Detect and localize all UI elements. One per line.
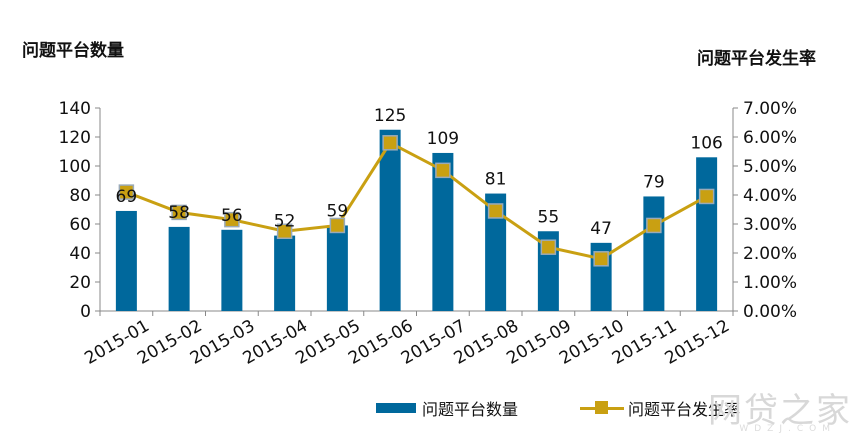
rate-marker bbox=[224, 211, 240, 228]
bar-value-label: 59 bbox=[327, 201, 349, 221]
bar bbox=[115, 210, 137, 311]
watermark-url: WDZJ.COM bbox=[739, 424, 836, 434]
bar-value-label: 106 bbox=[690, 133, 722, 153]
bar bbox=[643, 196, 665, 311]
legend-label-count: 问题平台数量 bbox=[422, 400, 519, 419]
rate-marker bbox=[540, 239, 557, 255]
watermark-logo: 网贷之家 bbox=[708, 391, 852, 431]
left-tick-label: 120 bbox=[59, 128, 91, 148]
bar-value-label: 69 bbox=[116, 187, 138, 207]
rate-line bbox=[125, 140, 708, 261]
bar bbox=[168, 226, 190, 311]
bar-value-label: 125 bbox=[374, 106, 406, 126]
right-axis-title: 问题平台发生率 bbox=[697, 49, 816, 69]
legend-item-rate: 问题平台发生率 bbox=[580, 396, 740, 420]
legend-bar-swatch bbox=[376, 403, 416, 413]
bar-value-label: 81 bbox=[485, 170, 507, 190]
bar-value-label: 52 bbox=[274, 212, 296, 232]
left-tick-label: 80 bbox=[69, 186, 91, 206]
bar bbox=[326, 225, 348, 311]
left-tick-label: 140 bbox=[59, 99, 91, 119]
left-tick-label: 60 bbox=[69, 215, 91, 235]
right-tick-label: 2.00% bbox=[743, 244, 797, 264]
left-tick-label: 0 bbox=[80, 302, 91, 322]
right-tick-label: 0.00% bbox=[743, 302, 797, 322]
rate-marker bbox=[487, 203, 504, 219]
rate-marker bbox=[646, 217, 662, 234]
right-tick-label: 1.00% bbox=[743, 273, 797, 293]
right-tick-label: 7.00% bbox=[743, 99, 797, 119]
right-tick-label: 6.00% bbox=[743, 128, 797, 148]
left-tick-label: 100 bbox=[59, 157, 91, 177]
bar-value-label: 58 bbox=[168, 203, 190, 223]
bar-value-label: 79 bbox=[643, 172, 665, 192]
bar bbox=[696, 157, 718, 311]
legend-item-count: 问题平台数量 bbox=[376, 396, 518, 420]
right-tick-label: 3.00% bbox=[743, 215, 797, 235]
left-tick-label: 40 bbox=[69, 244, 91, 264]
bar-value-label: 56 bbox=[221, 206, 243, 226]
rate-marker bbox=[118, 184, 135, 200]
right-tick-label: 4.00% bbox=[743, 186, 797, 206]
rate-marker bbox=[382, 135, 398, 151]
bar-value-label: 109 bbox=[427, 129, 459, 149]
left-axis-title: 问题平台数量 bbox=[22, 41, 124, 61]
rate-marker bbox=[276, 223, 293, 239]
rate-marker bbox=[171, 204, 187, 221]
right-tick-label: 5.00% bbox=[743, 157, 797, 177]
bar bbox=[274, 235, 296, 311]
bar bbox=[432, 152, 454, 311]
bar bbox=[379, 129, 401, 311]
bar-value-label: 47 bbox=[590, 219, 612, 239]
bar-value-label: 55 bbox=[538, 207, 560, 227]
left-tick-label: 20 bbox=[69, 273, 91, 293]
bar bbox=[221, 229, 243, 311]
legend-line-swatch bbox=[580, 400, 624, 416]
rate-marker bbox=[435, 162, 451, 179]
legend-label-rate: 问题平台发生率 bbox=[628, 400, 741, 419]
rate-marker bbox=[698, 188, 715, 205]
bar bbox=[485, 193, 507, 311]
rate-marker bbox=[329, 217, 346, 234]
rate-marker bbox=[593, 251, 609, 267]
